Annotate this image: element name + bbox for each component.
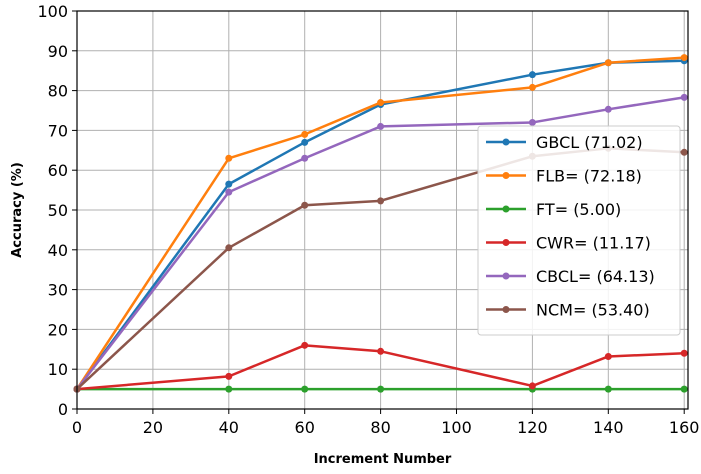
- legend-label: GBCL (71.02): [536, 133, 643, 152]
- data-point: [301, 201, 309, 209]
- data-point: [528, 83, 536, 91]
- data-point: [604, 352, 612, 360]
- data-point: [604, 105, 612, 113]
- x-tick-label: 80: [370, 418, 390, 437]
- y-tick-label: 0: [58, 400, 68, 419]
- legend-box: [477, 125, 681, 336]
- data-point: [225, 180, 233, 188]
- x-tick-label: 140: [593, 418, 624, 437]
- legend: GBCL (71.02) FLB= (72.18) FT= (5.00) CWR= (…: [477, 125, 681, 336]
- legend-item: FLB= (72.18): [486, 167, 642, 186]
- y-tick-label: 80: [48, 82, 68, 101]
- data-point: [680, 385, 688, 393]
- legend-swatch-marker: [502, 272, 510, 280]
- y-axis-label: Accuracy (%): [10, 162, 25, 258]
- legend-label: NCM= (53.40): [536, 301, 650, 320]
- data-point: [225, 188, 233, 196]
- legend-label: FT= (5.00): [536, 200, 621, 219]
- data-point: [680, 148, 688, 156]
- tick-labels: 0 20 40 60 80 100 120 140 160 0 10 20 30 40 50 60 70 80 90…: [37, 2, 699, 437]
- x-tick-label: 120: [517, 418, 548, 437]
- data-point: [680, 93, 688, 101]
- x-tick-label: 100: [441, 418, 472, 437]
- legend-label: CWR= (11.17): [536, 234, 651, 253]
- y-tick-label: 20: [48, 320, 68, 339]
- data-point: [377, 347, 385, 355]
- data-point: [225, 244, 233, 252]
- legend-swatch-marker: [502, 138, 510, 146]
- legend-label: FLB= (72.18): [536, 167, 642, 186]
- data-point: [301, 154, 309, 162]
- data-point: [301, 138, 309, 146]
- y-tick-label: 50: [48, 201, 68, 220]
- data-point: [604, 59, 612, 67]
- data-point: [301, 385, 309, 393]
- legend-item: CWR= (11.17): [486, 234, 651, 253]
- y-tick-label: 70: [48, 121, 68, 140]
- x-axis-label: Increment Number: [314, 452, 452, 467]
- legend-swatch-marker: [502, 172, 510, 179]
- data-point: [680, 349, 688, 357]
- data-point: [301, 341, 309, 349]
- legend-item: NCM= (53.40): [486, 301, 650, 320]
- series-1: [73, 54, 688, 393]
- data-point: [680, 54, 688, 62]
- legend-item: FT= (5.00): [486, 200, 621, 219]
- data-point: [528, 71, 536, 79]
- x-tick-label: 40: [219, 418, 239, 437]
- data-point: [225, 372, 233, 380]
- x-tick-label: 0: [72, 418, 82, 437]
- x-tick-label: 20: [143, 418, 163, 437]
- y-tick-label: 10: [48, 360, 68, 379]
- y-tick-label: 90: [48, 42, 68, 61]
- data-point: [377, 99, 385, 107]
- legend-swatch-marker: [502, 306, 510, 313]
- axes: [72, 10, 689, 414]
- y-tick-label: 100: [37, 2, 68, 21]
- y-tick-label: 60: [48, 161, 68, 180]
- x-tick-label: 160: [669, 418, 700, 437]
- data-point: [377, 197, 385, 205]
- y-tick-label: 40: [48, 241, 68, 260]
- legend-swatch-marker: [502, 205, 510, 213]
- data-point: [301, 130, 309, 138]
- legend-swatch-marker: [502, 239, 510, 246]
- legend-item: CBCL= (64.13): [486, 267, 655, 286]
- legend-item: GBCL (71.02): [486, 133, 643, 152]
- data-point: [377, 385, 385, 393]
- data-point: [225, 385, 233, 393]
- data-point: [528, 382, 536, 390]
- y-tick-label: 30: [48, 281, 68, 300]
- data-point: [377, 122, 385, 130]
- data-point: [225, 154, 233, 162]
- data-point: [604, 385, 612, 393]
- data-point: [528, 118, 536, 126]
- x-tick-label: 60: [295, 418, 315, 437]
- series-2: [73, 385, 688, 393]
- legend-label: CBCL= (64.13): [536, 267, 655, 286]
